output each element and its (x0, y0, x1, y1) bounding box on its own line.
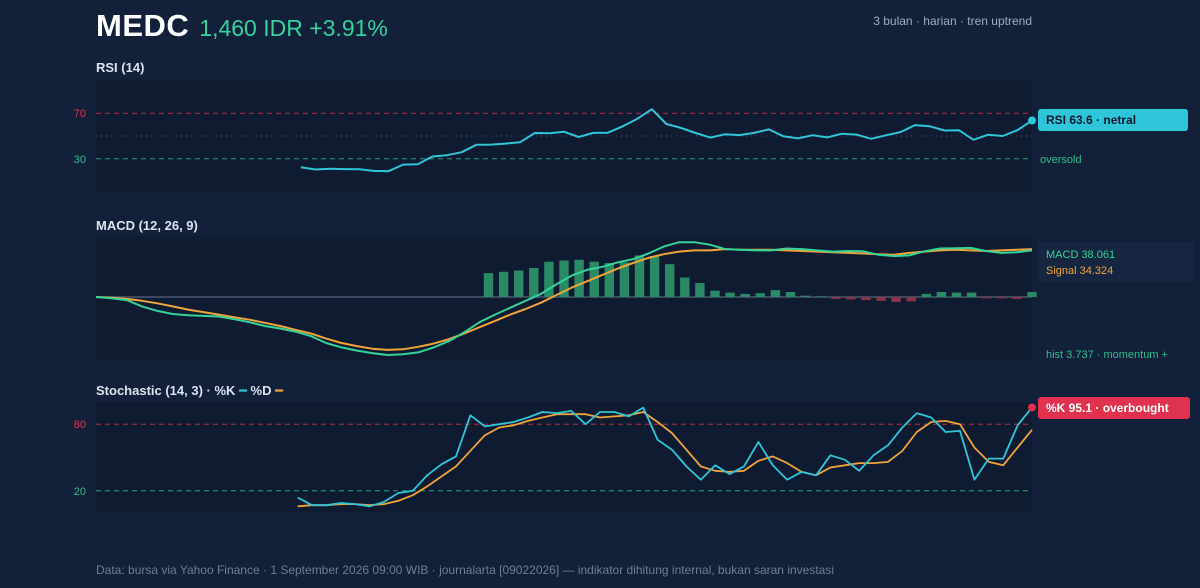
macd-hist-bar (695, 283, 705, 297)
stoch-k-line (297, 406, 1033, 508)
macd-hist-bar (514, 270, 524, 297)
macd-hist-bar (800, 295, 811, 297)
macd-hist-bar (966, 292, 977, 297)
macd-hist-bar (876, 297, 886, 301)
chart-subtitle: 3 bulan · harian · tren uptrend (873, 14, 1032, 28)
macd-hist-bar (740, 293, 750, 297)
rsi-tick-30: 30 (74, 154, 86, 166)
header: MEDC 1,460 IDR +3.91% (96, 8, 388, 48)
macd-hist-bar (483, 273, 494, 297)
macd-hist-bar (544, 261, 554, 297)
macd-hist-bar (951, 292, 962, 297)
rsi-badge: RSI 63.6 · netral (1046, 113, 1136, 127)
macd-hist-bar (680, 277, 690, 297)
rsi-badge-bg (1038, 109, 1188, 131)
macd-hist-bar (982, 297, 992, 299)
macd-hist-bar (498, 271, 509, 297)
macd-hist-bar (619, 262, 630, 297)
macd-hist-bar (936, 292, 947, 297)
macd-hist-bar (921, 293, 931, 297)
macd-hist-bar (634, 255, 645, 297)
macd-hist-bar (559, 260, 569, 297)
macd-hist-bar (665, 264, 675, 297)
macd-legend-box (1038, 242, 1194, 282)
ticker-symbol: MEDC (96, 8, 190, 43)
price-change: 1,460 IDR +3.91% (199, 15, 388, 41)
stoch-last-point (1028, 403, 1036, 412)
macd-hist-bar (906, 297, 916, 302)
macd-line (95, 241, 1033, 356)
rsi-title: RSI (14) (96, 60, 145, 75)
rsi-tick-70: 70 (74, 108, 86, 120)
stoch-title-text: Stochastic (14, 3) · %K (96, 383, 236, 398)
macd-value-label: MACD 38.061 (1046, 249, 1115, 261)
stoch-legend-d: %D (250, 383, 272, 398)
macd-hist-bar (816, 296, 826, 297)
rsi-line (300, 108, 1033, 173)
stoch-badge: %K 95.1 · overbought (1046, 401, 1169, 415)
macd-title: MACD (12, 26, 9) (96, 218, 198, 233)
stoch-title: Stochastic (14, 3) · %K ━ %D ━ (96, 383, 283, 399)
macd-hist-bar (1027, 292, 1037, 297)
macd-hist-bar (649, 256, 660, 298)
stoch-tick-80: 80 (74, 419, 86, 431)
macd-hist-bar (831, 297, 841, 299)
rsi-oversold-label: oversold (1040, 154, 1082, 166)
macd-hist-bar (529, 268, 539, 297)
macd-hist-bar (574, 259, 584, 297)
macd-hist-bar (1012, 297, 1022, 299)
macd-hist-bar (891, 297, 901, 302)
hist-value-label: hist 3.737 · momentum + (1046, 349, 1168, 361)
stoch-panel-bg (96, 402, 1032, 513)
stoch-badge-bg (1038, 397, 1190, 419)
macd-hist-bar (604, 263, 614, 297)
macd-hist-bar (997, 297, 1007, 299)
macd-hist-bar (770, 290, 781, 297)
stoch-tick-20: 20 (74, 486, 86, 498)
macd-hist-bar (755, 293, 765, 297)
rsi-last-point (1028, 116, 1036, 125)
signal-value-label: Signal 34.324 (1046, 265, 1113, 277)
k-legend-swatch: ━ (239, 383, 247, 398)
macd-hist-bar (785, 292, 796, 297)
footer-note: Data: bursa via Yahoo Finance · 1 Septem… (96, 563, 834, 577)
macd-hist-bar (861, 297, 871, 301)
macd-hist-bar (846, 297, 856, 300)
macd-hist-bar (710, 290, 720, 297)
stoch-d-line (297, 411, 1033, 508)
macd-panel-bg (96, 236, 1032, 360)
macd-hist-bar (725, 292, 735, 297)
d-legend-swatch: ━ (275, 383, 283, 398)
